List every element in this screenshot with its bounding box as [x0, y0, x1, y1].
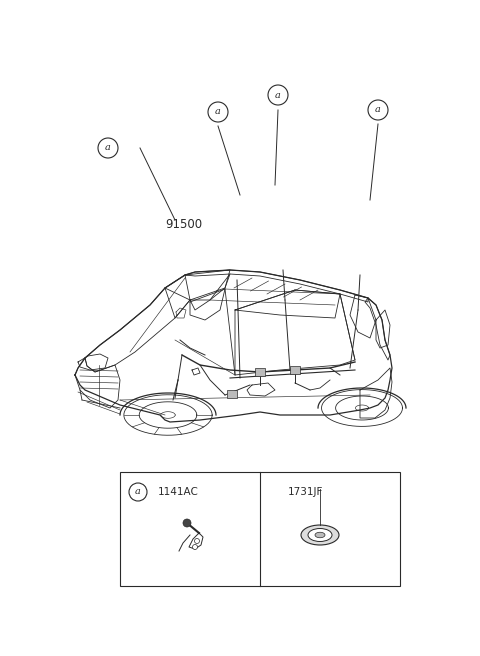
Text: a: a [215, 108, 221, 117]
Text: 91500: 91500 [165, 218, 202, 231]
Text: a: a [135, 487, 141, 497]
Bar [227, 390, 237, 398]
Bar [120, 472, 400, 586]
Text: 1731JF: 1731JF [288, 487, 324, 497]
Circle shape [368, 100, 388, 120]
Bar [255, 368, 265, 376]
Circle shape [268, 85, 288, 105]
Circle shape [194, 539, 200, 544]
Circle shape [98, 138, 118, 158]
Circle shape [192, 544, 197, 550]
Text: 1141AC: 1141AC [158, 487, 199, 497]
Text: a: a [105, 144, 111, 152]
Circle shape [129, 483, 147, 501]
Circle shape [208, 102, 228, 122]
Ellipse shape [315, 532, 325, 538]
Text: a: a [275, 91, 281, 100]
Ellipse shape [308, 529, 332, 541]
Circle shape [183, 519, 191, 527]
Bar [290, 366, 300, 374]
Text: a: a [375, 106, 381, 115]
Ellipse shape [301, 525, 339, 545]
